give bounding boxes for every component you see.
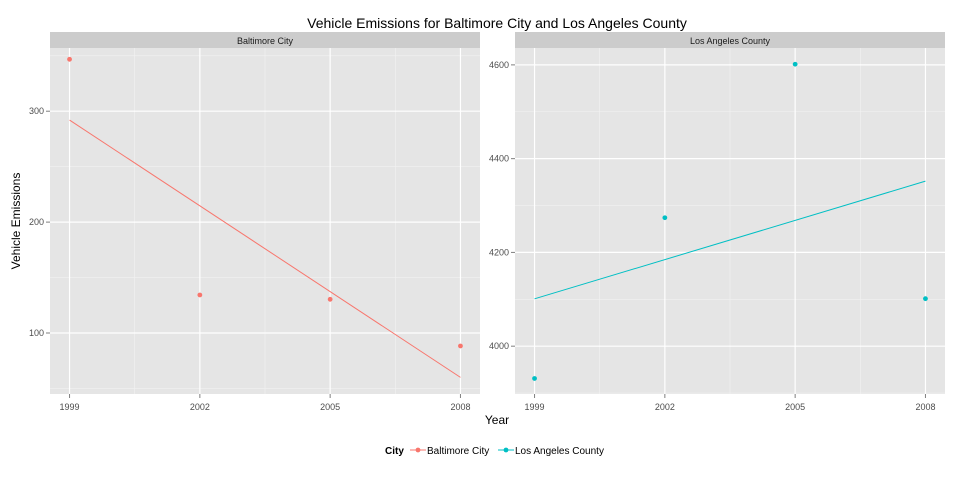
facet-strip [515, 32, 945, 48]
facet-panels: Baltimore City 1999 2002 2005 2008 100 200 300 L… [29, 32, 945, 412]
data-point [67, 56, 72, 62]
facet-panel-1: Baltimore City 1999 2002 2005 2008 100 200 300 [29, 32, 480, 412]
y-tick-label: 4200 [489, 247, 509, 257]
data-point [662, 215, 668, 221]
legend: City Baltimore City Los Angeles County [385, 446, 604, 457]
y-tick-label: 100 [29, 328, 44, 338]
x-axis-label: Year [485, 413, 509, 427]
y-axis-label: Vehicle Emissions [9, 173, 23, 270]
legend-key-point [415, 447, 421, 453]
x-tick-label: 2008 [915, 402, 935, 412]
trend-line [69, 119, 461, 378]
x-tick-label: 1999 [60, 402, 80, 412]
y-tick-label: 300 [29, 106, 44, 116]
x-tick-label: 2002 [655, 402, 675, 412]
facet-strip [50, 32, 480, 48]
x-tick-label: 2005 [785, 402, 805, 412]
data-point [792, 61, 798, 67]
data-point [458, 343, 463, 349]
x-tick-label: 2005 [320, 402, 340, 412]
y-tick-label: 200 [29, 217, 44, 227]
y-tick-label: 4600 [489, 60, 509, 70]
x-tick-label: 2002 [190, 402, 210, 412]
facet-strip-label: Los Angeles County [690, 36, 771, 46]
data-point [327, 296, 333, 302]
facet-panel-2: Los Angeles County 1999 2002 2005 2008 4000 42… [489, 32, 945, 412]
legend-label: Baltimore City [427, 446, 489, 457]
data-point [197, 292, 203, 298]
y-tick-label: 4000 [489, 341, 509, 351]
legend-label: Los Angeles County [515, 446, 604, 457]
data-point [532, 376, 537, 381]
data-point [923, 296, 928, 302]
y-tick-label: 4400 [489, 154, 509, 164]
facet-strip-label: Baltimore City [237, 36, 294, 46]
legend-title: City [385, 446, 404, 457]
chart-title: Vehicle Emissions for Baltimore City and… [307, 15, 687, 31]
x-tick-label: 1999 [525, 402, 545, 412]
x-tick-label: 2008 [450, 402, 470, 412]
trend-line [534, 180, 926, 300]
legend-key-point [503, 447, 509, 453]
